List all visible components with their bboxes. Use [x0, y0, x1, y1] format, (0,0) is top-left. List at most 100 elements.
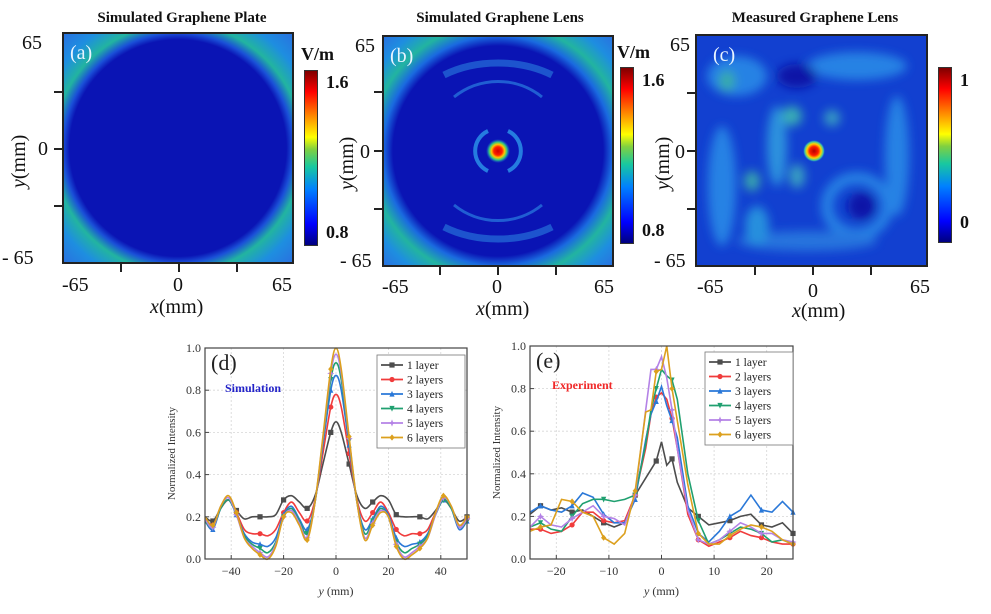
panel-e-data-point	[758, 523, 765, 531]
panel-a-ytick-mark	[54, 205, 62, 207]
panel-c-title: Measured Graphene Lens	[731, 10, 899, 26]
panel-a-colorbar-min: 0.8	[326, 222, 349, 242]
panel-d-legend-item: 3 layers	[381, 389, 444, 401]
panel-c-focal-spot	[803, 140, 825, 162]
panel-d-legend-item: 2 layers	[381, 375, 444, 387]
panel-c-ylabel: y(mm)	[652, 137, 675, 190]
panel-b-xlabel-var: x	[476, 298, 485, 320]
panel-d-xlabel: y (mm)	[318, 584, 354, 598]
panel-b-title: Simulated Graphene Lens	[416, 10, 584, 26]
panel-d-ytick-label: 0.4	[186, 468, 201, 482]
panel-e-legend-item: 6 layers	[709, 430, 772, 442]
panel-e-legend-item: 2 layers	[709, 372, 772, 384]
panel-e-data-point	[537, 520, 544, 526]
panel-e-annotation: Experiment	[552, 378, 613, 392]
panel-d-data-point	[328, 429, 334, 435]
panel-e-xlabel: y (mm)	[643, 584, 679, 598]
panel-c-xtick-mark	[812, 267, 814, 275]
panel-d-data-point	[304, 536, 310, 544]
panel-d-data-point	[257, 514, 263, 520]
panel-c-ylabel-unit: (mm)	[652, 136, 674, 182]
panel-b-ring-outer-top	[442, 59, 554, 79]
panel-e-data-point	[569, 502, 575, 509]
panel-d-data-point	[304, 518, 310, 524]
panel-d-data-point	[370, 522, 376, 529]
panel-d-xlabel-unit: (mm)	[327, 584, 354, 598]
panel-b-ytick-mark	[374, 208, 382, 210]
panel-d-ytick-label: 0.8	[186, 383, 201, 397]
panel-e-legend-label: 4 layers	[735, 401, 772, 413]
panel-c-xtick-label: 0	[808, 280, 818, 302]
panel-d-data-point	[440, 492, 447, 499]
panel-a-ylabel: y(mm)	[8, 135, 31, 188]
panel-d-data-point	[257, 545, 263, 552]
panel-d-legend-item: 1 layer	[381, 360, 439, 372]
panel-e-data-point	[726, 527, 734, 535]
panel-d-legend-marker	[389, 362, 395, 368]
panel-e-legend-box	[704, 351, 794, 446]
panel-b-xtick-mark	[555, 267, 557, 275]
panel-b-ring-top	[453, 79, 543, 99]
panel-e-data-point	[669, 456, 675, 462]
panel-d-data-point	[210, 522, 216, 529]
panel-d-data-point	[370, 499, 376, 505]
panel-d-xtick-label: 40	[435, 564, 447, 578]
panel-d-data-point	[281, 497, 287, 503]
panel-d-data-point	[257, 541, 263, 547]
panel-e-legend-marker	[716, 416, 724, 424]
panel-e-data-point	[536, 512, 545, 520]
panel-e-legend-marker	[717, 359, 723, 365]
panel-c-ytick-mark	[687, 208, 695, 210]
panel-e-data-point	[695, 513, 701, 519]
panel-e-legend-marker	[717, 387, 723, 394]
panel-e-data-point	[695, 530, 701, 537]
panel-c-ytick-label: 0	[675, 141, 685, 163]
panel-c-ylabel-var: y	[652, 181, 674, 190]
panel-e-xtick-label: 20	[761, 564, 773, 578]
panel-a-colorbar	[304, 70, 318, 246]
panel-b-ylabel: y(mm)	[336, 137, 359, 190]
panel-d-legend-item: 5 layers	[381, 418, 444, 430]
panel-c-ytick-mark	[687, 92, 695, 94]
panel-a-xtick-label: 65	[272, 274, 292, 296]
panel-a-ytick-label: 0	[38, 138, 48, 160]
panel-d-data-point	[417, 531, 423, 537]
panel-a-heatmap: (a)	[62, 32, 294, 264]
panel-e-legend-label: 2 layers	[735, 372, 772, 384]
panel-e-xtick-label: 0	[659, 564, 665, 578]
panel-c-xtick-label: 65	[910, 276, 930, 298]
panel-b-ytick-label: 65	[355, 35, 375, 57]
panel-e-series-line	[530, 391, 793, 548]
panel-a-colorbar-unit: V/m	[301, 44, 334, 64]
panel-d-data-point	[417, 545, 423, 552]
panel-e-data-point	[695, 518, 701, 524]
panel-d-ytick-label: 0.0	[186, 552, 201, 566]
panel-e-data-point	[727, 532, 733, 539]
panel-d-data-point	[257, 531, 263, 537]
panel-d-annotation: Simulation	[225, 381, 281, 395]
panel-e-legend: 1 layer 2 layers 3 layers 4 layers 5 layers 6…	[704, 351, 794, 446]
panel-c-xlabel-unit: (mm)	[800, 300, 846, 322]
panel-a-xtick-label: -65	[62, 274, 89, 296]
panel-b-xtick-label: 0	[492, 276, 502, 298]
panel-c-ytick-label: 65	[670, 34, 690, 56]
panel-c-colorbar-max: 1	[960, 70, 969, 90]
panel-d-legend-marker	[389, 405, 395, 412]
panel-d-ytick-label: 0.2	[186, 510, 201, 524]
panel-d-data-point	[393, 512, 399, 518]
panel-a-xtick-label: 0	[173, 274, 183, 296]
panel-e-data-point	[758, 535, 765, 541]
panel-e-ytick-label: 0.8	[511, 382, 526, 396]
panel-a-xlabel-var: x	[150, 296, 159, 318]
panel-d-ytick-label: 0.6	[186, 425, 201, 439]
panel-d-data-point	[346, 461, 352, 467]
panel-d-xtick-label: −20	[274, 564, 293, 578]
panel-b-ylabel-var: y	[336, 181, 358, 190]
panel-e-data-point	[537, 502, 544, 509]
panel-e-series-line	[529, 441, 794, 535]
panel-b-xtick-mark	[439, 267, 441, 275]
panel-d-panel-label: (d)	[211, 350, 237, 375]
panel-d-legend-label: 4 layers	[407, 404, 444, 416]
panel-d-legend-marker	[389, 434, 395, 441]
panel-a-xtick-mark	[236, 264, 238, 272]
